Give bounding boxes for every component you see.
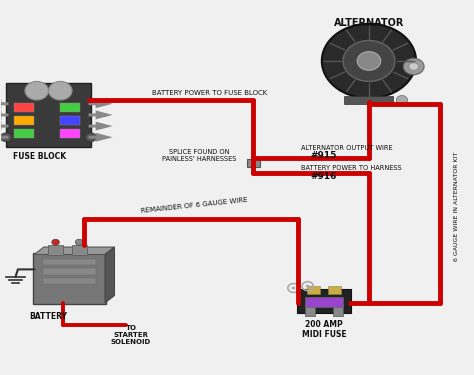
- FancyBboxPatch shape: [307, 286, 320, 294]
- Circle shape: [52, 239, 59, 245]
- Text: 6 GAUGE WIRE IN ALTERNATOR KIT: 6 GAUGE WIRE IN ALTERNATOR KIT: [454, 152, 459, 261]
- Text: REMAINDER OF 6 GAUGE WIRE: REMAINDER OF 6 GAUGE WIRE: [141, 196, 248, 213]
- FancyArrow shape: [89, 133, 113, 142]
- FancyArrow shape: [89, 111, 113, 119]
- Circle shape: [357, 52, 381, 70]
- Circle shape: [85, 133, 97, 142]
- FancyBboxPatch shape: [48, 245, 63, 255]
- FancyBboxPatch shape: [14, 104, 34, 112]
- Text: BATTERY: BATTERY: [29, 312, 67, 321]
- Circle shape: [409, 63, 419, 70]
- Text: BATTERY POWER TO FUSE BLOCK: BATTERY POWER TO FUSE BLOCK: [152, 90, 267, 96]
- FancyBboxPatch shape: [305, 304, 315, 316]
- Text: #916: #916: [310, 172, 337, 181]
- Circle shape: [25, 81, 48, 100]
- Text: ALTERNATOR: ALTERNATOR: [334, 18, 404, 28]
- Circle shape: [0, 133, 12, 142]
- FancyBboxPatch shape: [14, 116, 34, 124]
- Circle shape: [48, 81, 72, 100]
- FancyBboxPatch shape: [247, 159, 260, 167]
- FancyBboxPatch shape: [33, 254, 107, 304]
- FancyArrow shape: [0, 122, 9, 130]
- FancyArrow shape: [0, 133, 9, 142]
- Circle shape: [396, 96, 408, 105]
- Circle shape: [292, 286, 295, 290]
- FancyArrow shape: [0, 111, 9, 119]
- FancyBboxPatch shape: [72, 245, 87, 255]
- FancyBboxPatch shape: [43, 259, 96, 265]
- Circle shape: [403, 58, 424, 75]
- Text: #915: #915: [310, 152, 337, 160]
- Text: ALTERNATOR OUTPUT WIRE: ALTERNATOR OUTPUT WIRE: [301, 145, 392, 151]
- FancyBboxPatch shape: [297, 289, 351, 313]
- FancyBboxPatch shape: [60, 116, 80, 124]
- FancyBboxPatch shape: [333, 304, 344, 316]
- FancyBboxPatch shape: [328, 286, 341, 294]
- Polygon shape: [105, 247, 115, 303]
- FancyArrow shape: [89, 99, 113, 108]
- Text: FUSE BLOCK: FUSE BLOCK: [12, 152, 66, 161]
- FancyArrow shape: [0, 99, 9, 108]
- FancyBboxPatch shape: [60, 129, 80, 138]
- Circle shape: [306, 285, 310, 288]
- FancyBboxPatch shape: [14, 129, 34, 138]
- Polygon shape: [35, 247, 115, 255]
- Circle shape: [343, 40, 395, 81]
- FancyBboxPatch shape: [345, 96, 393, 105]
- Text: SPLICE FOUND ON
PAINLESS' HARNESSES: SPLICE FOUND ON PAINLESS' HARNESSES: [162, 149, 237, 162]
- Text: 200 AMP
MIDI FUSE: 200 AMP MIDI FUSE: [302, 320, 346, 339]
- Circle shape: [322, 24, 416, 98]
- FancyBboxPatch shape: [43, 278, 96, 284]
- FancyBboxPatch shape: [43, 268, 96, 274]
- FancyBboxPatch shape: [305, 297, 344, 307]
- Text: TO
STARTER
SOLENOID: TO STARTER SOLENOID: [111, 325, 151, 345]
- FancyArrow shape: [89, 122, 113, 130]
- FancyBboxPatch shape: [60, 104, 80, 112]
- Text: BATTERY POWER TO HARNESS: BATTERY POWER TO HARNESS: [301, 165, 401, 171]
- Circle shape: [75, 239, 83, 245]
- FancyBboxPatch shape: [6, 83, 91, 147]
